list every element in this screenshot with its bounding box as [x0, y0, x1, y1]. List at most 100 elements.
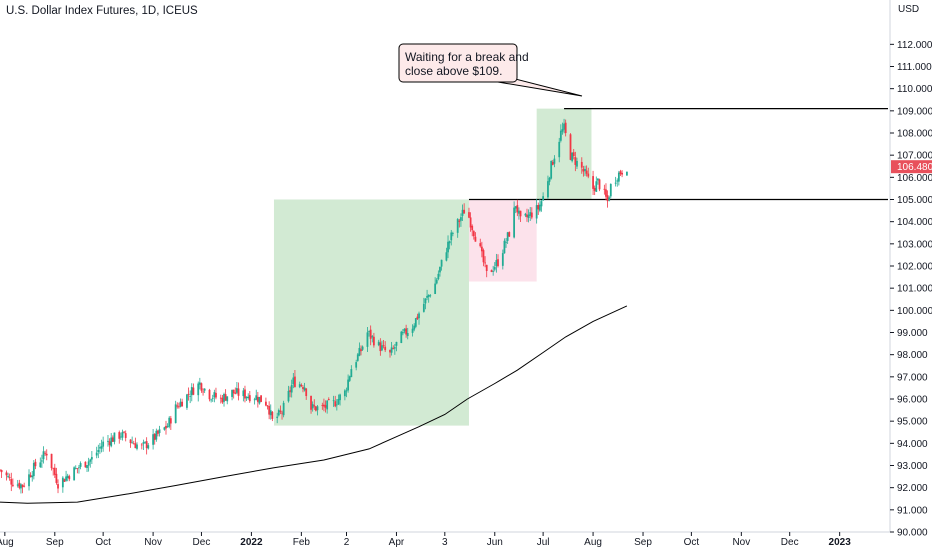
x-tick-label: Oct [95, 537, 111, 548]
moving-average-line [0, 305, 628, 504]
candle-down [165, 425, 167, 429]
y-tick-label: 103.000 [897, 239, 932, 250]
candle-down [490, 270, 493, 272]
x-tick-label: Nov [144, 537, 162, 548]
candle-up [253, 399, 256, 401]
candle-down [334, 401, 337, 407]
candle-up [381, 345, 383, 351]
candle-up [174, 404, 177, 424]
candle-down [468, 212, 470, 218]
candle-down [23, 485, 26, 487]
candle-down [55, 473, 58, 483]
candle-up [395, 341, 398, 346]
candle-up [31, 475, 34, 478]
candle-up [79, 463, 82, 467]
candle-up [303, 387, 306, 391]
x-tick-label: Jul [537, 537, 550, 548]
candle-down [580, 161, 583, 168]
candle-down [323, 404, 325, 407]
candle-down [300, 384, 303, 386]
candle-up [242, 390, 245, 397]
y-tick-label: 96.000 [897, 395, 928, 406]
annotation-callout[interactable]: Waiting for a break and close above $109… [398, 43, 583, 97]
candle-down [606, 195, 609, 202]
candle-up [448, 241, 451, 244]
y-tick-label: 91.000 [897, 505, 928, 516]
price-axis[interactable]: 90.000 91.000 92.000 93.000 94.000 95.000 96.0… [890, 40, 932, 539]
candle-up [276, 416, 279, 419]
candle-up [506, 232, 509, 241]
x-tick-label: Sep [46, 537, 64, 548]
candle-up [361, 346, 364, 350]
candle-up [495, 260, 498, 267]
time-axis[interactable]: Aug Sep Oct Nov Dec 2022 Feb 2 Apr 3 Jun Jul Aug Sep O… [0, 532, 851, 548]
candle-down [50, 453, 53, 469]
y-tick-label: 95.000 [897, 417, 928, 428]
candle-up [203, 388, 206, 391]
candle-up [505, 241, 507, 243]
x-tick-label: Apr [389, 537, 405, 548]
candle-up [290, 385, 293, 393]
candle-down [321, 405, 324, 406]
candle-up [298, 384, 301, 388]
candle-up [355, 362, 358, 368]
candle-down [132, 443, 135, 445]
candle-up [61, 477, 64, 488]
candle-up [190, 387, 193, 396]
candle-down [519, 210, 522, 217]
candle-up [402, 332, 404, 334]
candle-up [110, 437, 113, 447]
candle-up [451, 233, 454, 235]
candle-up [347, 379, 350, 391]
candle-up [400, 331, 403, 344]
candle-down [0, 470, 3, 473]
level-lines [468, 107, 888, 201]
candle-up [113, 432, 116, 442]
x-tick-label: Sep [634, 537, 652, 548]
candle-down [177, 406, 180, 408]
candle-up [152, 434, 155, 445]
candle-down [260, 395, 262, 402]
candle-down [129, 439, 132, 443]
candle-down [224, 394, 227, 401]
candle-down [479, 243, 482, 247]
candle-down [221, 397, 224, 403]
candle-up [529, 212, 532, 216]
callout-line-1: Waiting for a break and [405, 50, 529, 64]
candle-up [119, 436, 122, 438]
candle-up [343, 390, 346, 397]
candle-up [609, 184, 612, 197]
candle-up [445, 252, 448, 261]
candle-down [18, 482, 21, 488]
candle-down [310, 395, 312, 410]
candle-up [597, 178, 599, 181]
y-tick-label: 106.000 [897, 173, 932, 184]
y-tick-label: 98.000 [897, 350, 928, 361]
candle-down [76, 468, 79, 470]
candle-up [66, 475, 69, 478]
candle-down [140, 444, 143, 446]
candle-down [327, 399, 330, 401]
candle-down [248, 395, 251, 402]
zone-boxes [273, 108, 592, 426]
candle-up [540, 201, 543, 207]
candle-up [450, 232, 453, 241]
candle-down [153, 433, 156, 440]
candle-up [358, 347, 361, 356]
y-tick-label: 108.000 [897, 129, 932, 140]
x-tick-label: 2 [344, 537, 350, 548]
candle-up [576, 160, 578, 167]
candle-up [95, 452, 98, 456]
y-tick-label: 93.000 [897, 461, 928, 472]
candle-down [57, 484, 59, 489]
candle-up [447, 241, 449, 253]
candle-down [265, 401, 267, 406]
last-price-label: 106.480 [897, 162, 932, 173]
candle-down [305, 388, 308, 397]
candle-down [111, 437, 114, 442]
candle-up [439, 266, 441, 273]
candle-up [553, 158, 556, 164]
candle-up [99, 447, 101, 449]
candle-up [513, 207, 516, 238]
